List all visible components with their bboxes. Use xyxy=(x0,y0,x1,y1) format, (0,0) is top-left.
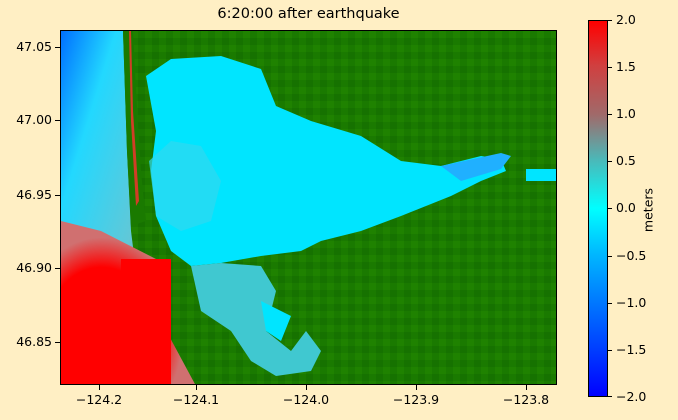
high-wave-zone xyxy=(121,259,171,384)
peninsula xyxy=(123,31,146,226)
colorbar-tick-label: −1.0 xyxy=(616,295,647,310)
colorbar-label: meters xyxy=(640,187,656,233)
south-bay-water xyxy=(191,263,321,376)
y-tick-label: 47.00 xyxy=(16,112,52,127)
tsunami-map xyxy=(61,31,556,384)
colorbar-tick-label: −0.5 xyxy=(616,248,647,263)
x-tick-label: −123.8 xyxy=(502,392,550,407)
bay-water xyxy=(146,56,506,266)
y-tick-label: 46.85 xyxy=(16,334,52,349)
colorbar-tick-label: −2.0 xyxy=(616,389,647,404)
river-water xyxy=(526,169,556,181)
x-tick-label: −123.9 xyxy=(392,392,440,407)
x-tick-label: −124.2 xyxy=(75,392,123,407)
colorbar-tick-label: 1.0 xyxy=(616,106,636,121)
colorbar-tick-label: 0.0 xyxy=(616,200,636,215)
colorbar-tick-label: 2.0 xyxy=(616,12,636,27)
map-title: 6:20:00 after earthquake xyxy=(217,6,400,22)
y-tick-label: 46.95 xyxy=(16,187,52,202)
colorbar-tick-label: 1.5 xyxy=(616,59,636,74)
colorbar xyxy=(588,20,608,397)
map-plot-area xyxy=(60,30,557,385)
y-tick-label: 46.90 xyxy=(16,260,52,275)
x-tick-label: −124.0 xyxy=(282,392,330,407)
colorbar-tick-label: −1.5 xyxy=(616,342,647,357)
colorbar-tick-label: 0.5 xyxy=(616,153,636,168)
river-channel xyxy=(441,153,511,181)
y-tick-label: 47.05 xyxy=(16,39,52,54)
x-tick-label: −124.1 xyxy=(172,392,220,407)
